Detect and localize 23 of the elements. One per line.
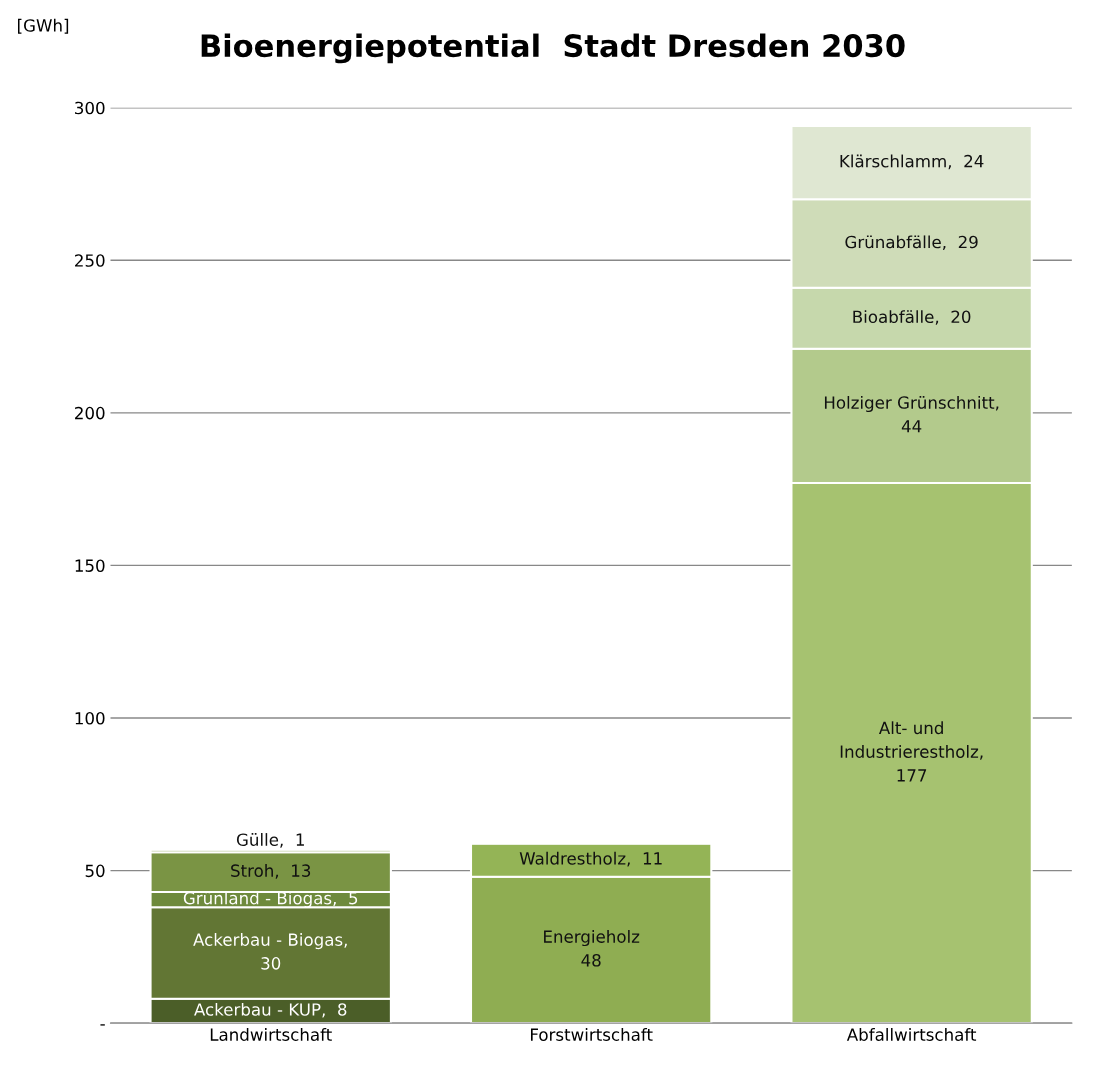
data-label: Alt- und Industrierestholz, 177: [840, 721, 983, 782]
data-label: Energieholz 48: [544, 929, 640, 967]
y-axis-title: [GWh]: [18, 18, 69, 34]
data-label: Holziger Grünschnitt, 44: [824, 395, 999, 433]
data-label: Grünabfälle, 29: [845, 235, 978, 251]
x-tick-label: Abfallwirtschaft: [846, 1028, 977, 1041]
data-label: Ackerbau - Biogas, 30: [193, 933, 347, 970]
y-tick-label: 100: [75, 711, 105, 725]
y-tick-label: 200: [75, 406, 105, 420]
y-tick-label: -: [100, 1024, 105, 1026]
data-label: Gülle, 1: [236, 833, 304, 848]
y-tick-label: 150: [75, 559, 105, 572]
data-label: Stroh, 13: [231, 864, 311, 879]
y-tick-label: 300: [75, 101, 105, 115]
data-label: Waldrestholz, 11: [519, 851, 662, 867]
data-label: Klärschlamm, 24: [840, 154, 984, 170]
data-label: Bioabfälle, 20: [853, 310, 971, 325]
chart-title: Bioenergiepotential Stadt Dresden 2030: [201, 33, 905, 64]
y-tick-label: 50: [85, 864, 105, 878]
x-tick-label: Forstwirtschaft: [531, 1028, 653, 1041]
data-label: Ackerbau - KUP, 8: [194, 1002, 347, 1018]
x-tick-label: Landwirtschaft: [210, 1028, 332, 1041]
y-tick-label: 250: [75, 254, 105, 267]
